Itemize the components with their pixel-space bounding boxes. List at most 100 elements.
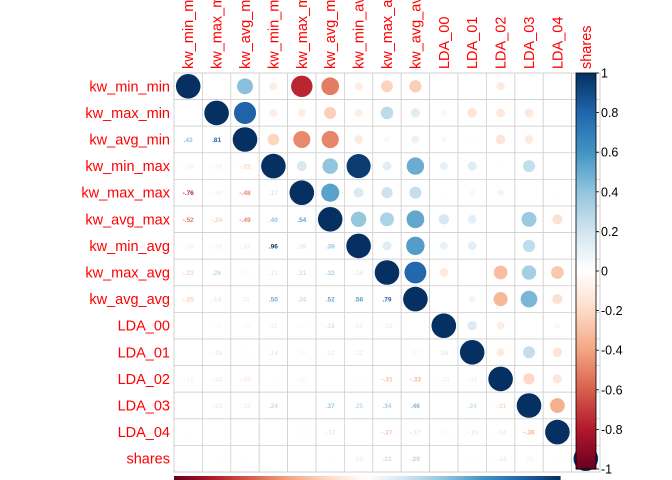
bottom-colorbar-segment (355, 476, 360, 480)
correlation-circle (550, 398, 565, 413)
colorbar-tick-label: 1 (601, 67, 608, 81)
grid-cell (201, 178, 232, 207)
bottom-colorbar-segment (471, 476, 476, 480)
correlation-value: .32 (326, 270, 335, 277)
correlation-circle (269, 82, 278, 91)
colorbar-segment (576, 360, 596, 364)
colorbar-segment (576, 257, 596, 262)
correlation-value: .42 (184, 137, 193, 144)
bottom-colorbar-segment (197, 476, 202, 480)
colorbar-segment (576, 462, 596, 467)
column-label: LDA_04 (550, 17, 566, 69)
colorbar-segment (576, 178, 596, 183)
bottom-colorbar-segment (498, 476, 503, 480)
bottom-colorbar-segment (486, 476, 492, 480)
grid-cell (173, 205, 203, 234)
correlation-value: -.12 (239, 243, 251, 250)
colorbar-segment (576, 366, 596, 371)
correlation-circle (521, 265, 537, 280)
colorbar-segment (576, 234, 596, 239)
correlation-value: .01 (240, 456, 249, 463)
grid-cell (514, 72, 544, 101)
correlation-value: .10 (354, 323, 363, 330)
correlation-circle (467, 108, 477, 118)
colorbar-segment (576, 416, 596, 421)
correlation-circle (496, 82, 505, 91)
correlation-circle (321, 130, 339, 149)
correlation-value: .24 (269, 403, 278, 410)
correlation-value: .00 (326, 376, 335, 383)
colorbar-segment (576, 323, 596, 328)
correlation-circle (409, 186, 422, 199)
colorbar-segment (576, 426, 596, 430)
colorbar-segment (576, 455, 596, 460)
colorbar-segment (576, 218, 596, 223)
grid-cell (287, 205, 317, 234)
colorbar-segment (576, 442, 596, 447)
correlation-circle (354, 135, 363, 144)
bottom-colorbar-segment (297, 476, 302, 480)
colorbar-segment (576, 99, 596, 104)
correlation-value: .10 (240, 297, 249, 304)
correlation-value: -.10 (183, 243, 195, 250)
correlation-value: .00 (184, 110, 193, 117)
grid-cell (258, 232, 289, 260)
column-label: kw_min_avg (352, 0, 368, 69)
bottom-colorbar-segment (386, 476, 391, 480)
correlation-value: .07 (411, 350, 420, 357)
correlation-circle (267, 133, 280, 146)
correlation-value: -.02 (552, 456, 564, 463)
correlation-value: -.10 (438, 376, 450, 383)
grid-cell (372, 311, 402, 340)
grid-cell (400, 311, 431, 340)
colorbar-segment (576, 290, 596, 295)
grid-cell (230, 365, 260, 393)
grid-cell (514, 418, 544, 446)
bottom-colorbar-segment (201, 476, 206, 480)
grid-cell (429, 205, 459, 234)
colorbar-segment (576, 251, 596, 256)
grid-cell (457, 391, 487, 420)
colorbar-segment (576, 439, 596, 444)
colorbar-segment (576, 188, 596, 193)
colorbar-segment (576, 241, 596, 246)
colorbar-segment (576, 198, 596, 203)
grid-cell (315, 285, 345, 313)
colorbar-segment (576, 379, 596, 384)
grid-cell (372, 338, 402, 367)
bottom-colorbar-segment (177, 476, 183, 480)
correlation-circle (496, 321, 505, 330)
correlation-value: -.52 (183, 217, 195, 224)
colorbar-segment (576, 82, 596, 87)
correlation-value: -.21 (495, 403, 507, 410)
correlation-value: .02 (468, 456, 477, 463)
colorbar-segment (576, 370, 596, 374)
grid-cell (429, 444, 459, 473)
colorbar-segment (576, 399, 596, 404)
colorbar-segment (576, 231, 596, 236)
grid-cell (429, 72, 459, 101)
colorbar-segment (576, 152, 596, 157)
correlation-value: -.12 (381, 323, 393, 330)
row-label: kw_avg_max (85, 212, 170, 228)
correlation-circle (497, 189, 504, 196)
colorbar-segment (576, 264, 596, 269)
colorbar-segment (576, 221, 596, 226)
colorbar-segment (576, 383, 596, 388)
correlation-circle (354, 82, 363, 91)
correlation-value: .05 (297, 350, 306, 357)
correlation-circle (382, 241, 392, 251)
correlation-value: .01 (326, 456, 335, 463)
grid-cell (400, 72, 431, 101)
grid-cell (201, 125, 232, 154)
correlation-value: -.17 (325, 430, 337, 437)
bottom-colorbar-segment (363, 476, 368, 480)
correlation-circle (346, 233, 371, 259)
grid-cell (400, 365, 431, 393)
colorbar-segment (576, 214, 596, 219)
bottom-colorbar-segment (424, 476, 430, 480)
correlation-circle (438, 214, 450, 225)
colorbar-segment (576, 337, 596, 341)
bottom-colorbar-segment (351, 476, 357, 480)
bottom-colorbar-segment (505, 476, 511, 480)
